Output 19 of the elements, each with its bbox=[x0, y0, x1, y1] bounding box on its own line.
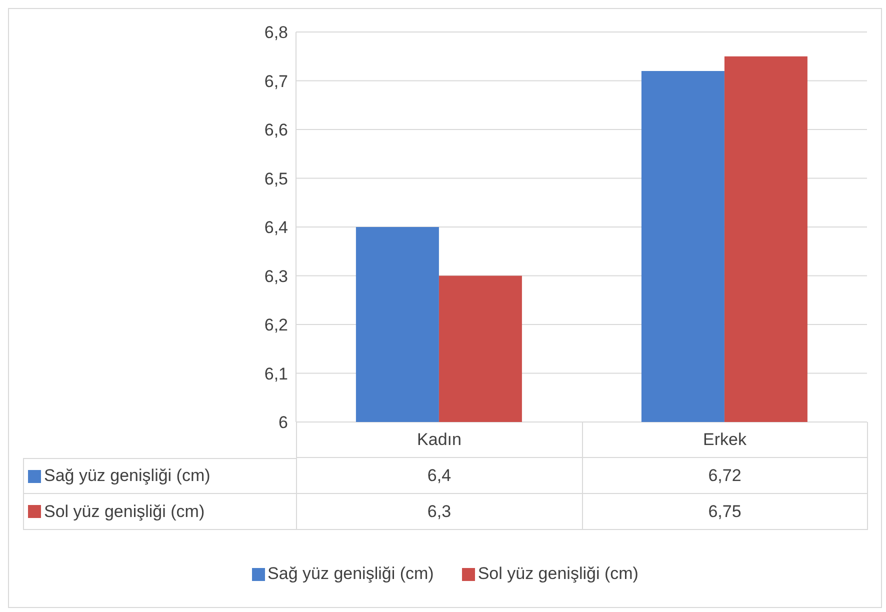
legend-label: Sol yüz genişliği (cm) bbox=[478, 564, 638, 584]
y-tick-label: 6,1 bbox=[264, 364, 288, 384]
data-label: 6,72 bbox=[582, 458, 868, 494]
y-tick-label: 6,3 bbox=[264, 266, 288, 286]
y-tick-label: 6,2 bbox=[264, 316, 288, 335]
y-tick-label: 6,4 bbox=[264, 218, 288, 238]
x-tick-label: Kadın bbox=[296, 422, 582, 458]
y-tick-label: 6 bbox=[278, 413, 288, 432]
data-label: 6,4 bbox=[296, 458, 582, 494]
legend-label: Sağ yüz genişliği (cm) bbox=[268, 564, 434, 584]
data-label: 6,3 bbox=[296, 494, 582, 530]
y-tick-label: 6,6 bbox=[264, 120, 288, 140]
x-tick-label: Erkek bbox=[582, 422, 868, 458]
y-tick-label: 6,8 bbox=[264, 23, 288, 42]
y-tick-label: 6,5 bbox=[264, 169, 288, 188]
text: Sağ yüz genişliği (cm) bbox=[44, 466, 210, 485]
data-label: 6,75 bbox=[582, 494, 868, 530]
y-tick-label: 6,7 bbox=[264, 72, 288, 91]
text: Sol yüz genişliği (cm) bbox=[44, 502, 205, 520]
